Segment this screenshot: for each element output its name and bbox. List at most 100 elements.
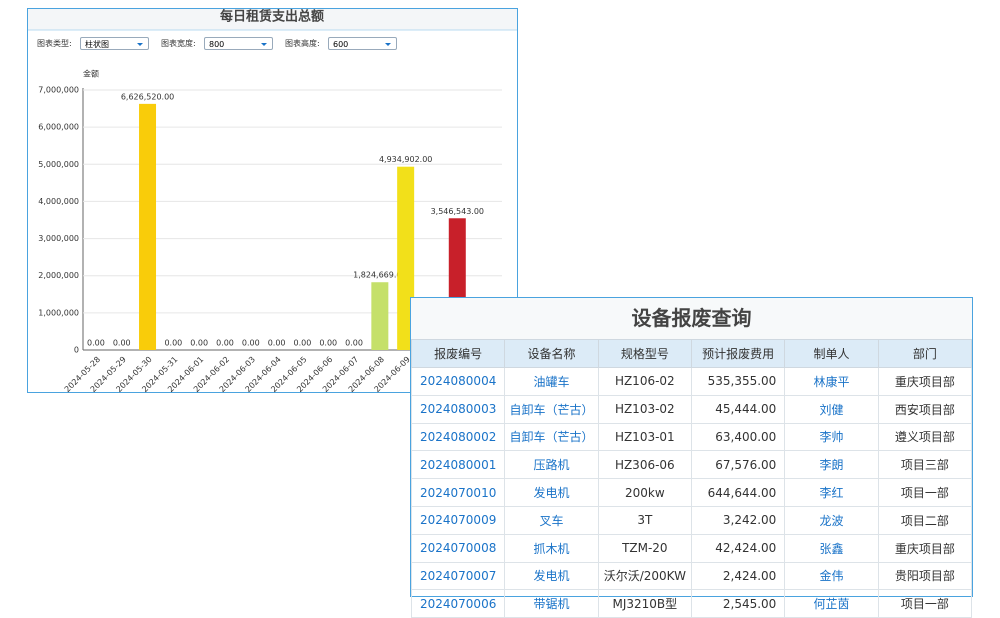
y-tick-label: 4,000,000: [38, 197, 79, 206]
control-label: 图表宽度:: [161, 39, 196, 48]
table-cell[interactable]: 何芷茵: [784, 589, 879, 618]
table-cell: 45,444.00: [690, 394, 786, 424]
select[interactable]: 柱状图: [80, 37, 149, 50]
table-cell: 67,576.00: [690, 450, 786, 480]
table-cell: 3,242.00: [690, 505, 786, 535]
table-cell: 63,400.00: [690, 422, 786, 452]
table-cell: 2,545.00: [690, 589, 786, 618]
data-label: 0.00: [294, 339, 312, 348]
table-row: 2024080004 油罐车 HZ106-02 535,355.00 林康平 重庆项目部: [410, 367, 973, 396]
select[interactable]: 600: [328, 37, 397, 50]
table-cell[interactable]: 油罐车: [504, 367, 599, 396]
table-cell[interactable]: 龙波: [784, 505, 879, 535]
data-label: 0.00: [268, 339, 286, 348]
y-tick-label: 7,000,000: [38, 86, 79, 95]
table-cell: 贵阳项目部: [877, 561, 973, 591]
table-cell: 项目三部: [877, 450, 973, 480]
select[interactable]: 800: [204, 37, 273, 50]
table-cell: 2,424.00: [690, 561, 786, 591]
table-cell[interactable]: 抓木机: [504, 533, 599, 563]
bar: [397, 166, 415, 350]
data-label: 6,626,520.00: [121, 92, 174, 101]
table-cell[interactable]: 李红: [784, 478, 879, 507]
table-cell: MJ3210B型: [597, 589, 692, 618]
table-cell[interactable]: 发电机: [504, 478, 599, 507]
data-label: 0.00: [190, 339, 208, 348]
table-cell: 西安项目部: [877, 394, 973, 424]
data-label: 0.00: [164, 339, 182, 348]
table-cell: 200kw: [597, 478, 692, 507]
panel-header: [28, 9, 517, 30]
y-tick-label: 5,000,000: [38, 160, 79, 169]
bar: [371, 282, 389, 350]
column-header: 设备名称: [504, 339, 599, 368]
table-cell[interactable]: 林康平: [784, 367, 879, 396]
page: 每日租赁支出总额 金额 0 1,000,000 2,000,000 3,000,000…: [27, 8, 973, 618]
table-cell[interactable]: 刘健: [784, 394, 879, 424]
table-title: 设备报废查询: [411, 298, 972, 339]
y-tick-label: 3,000,000: [38, 234, 79, 243]
table-cell[interactable]: 带锯机: [504, 589, 599, 618]
table-row: 2024070009 叉车 3T 3,242.00 龙波 项目二部: [410, 505, 973, 535]
table-cell: TZM-20: [597, 533, 692, 563]
table-cell: 项目二部: [877, 505, 973, 535]
table-cell[interactable]: 自卸车（芒古）: [504, 422, 599, 452]
data-label: 0.00: [345, 339, 363, 348]
table-cell[interactable]: 2024080001: [410, 450, 506, 480]
table-row: 2024080002 自卸车（芒古） HZ103-01 63,400.00 李帅 遵义项目…: [410, 422, 973, 452]
table-row: 2024070008 抓木机 TZM-20 42,424.00 张鑫 重庆项目部: [410, 533, 973, 563]
table-row: 2024070006 带锯机 MJ3210B型 2,545.00 何芷茵 项目一部: [410, 589, 973, 618]
control-label: 图表高度:: [285, 39, 320, 48]
table-cell[interactable]: 金伟: [784, 561, 879, 591]
column-header: 预计报废费用: [690, 339, 786, 368]
y-tick-label: 0: [74, 346, 79, 355]
table-cell: 535,355.00: [690, 367, 786, 396]
table-cell: 项目一部: [877, 589, 973, 618]
table-cell: 项目一部: [877, 478, 973, 507]
table-cell[interactable]: 叉车: [504, 505, 599, 535]
data-label: 0.00: [319, 339, 337, 348]
data-label: 3,546,543.00: [431, 207, 484, 216]
table-cell[interactable]: 2024070010: [410, 478, 506, 507]
table-row: 2024070007 发电机 沃尔沃/200KW 2,424.00 金伟 贵阳项目部: [410, 561, 973, 591]
y-tick-label: 2,000,000: [38, 271, 79, 280]
table-cell: 重庆项目部: [877, 533, 973, 563]
table-cell[interactable]: 李朗: [784, 450, 879, 480]
table-cell[interactable]: 压路机: [504, 450, 599, 480]
table-cell[interactable]: 2024070006: [410, 589, 506, 618]
table-row: 2024080003 自卸车（芒古） HZ103-02 45,444.00 刘健 西安项目…: [410, 394, 973, 424]
table-cell: 644,644.00: [690, 478, 786, 507]
y-tick-label: 6,000,000: [38, 123, 79, 132]
table-row: 2024070010 发电机 200kw 644,644.00 李红 项目一部: [410, 478, 973, 507]
table-panel: 设备报废查询 报废编号 设备名称 规格型号 预计报废费用 制单人 部门 2024080004…: [410, 297, 973, 618]
bar: [139, 103, 157, 350]
column-header: 制单人: [784, 339, 879, 368]
table-cell[interactable]: 2024080002: [410, 422, 506, 452]
data-label: 0.00: [216, 339, 234, 348]
column-header: 报废编号: [410, 339, 506, 368]
table-cell[interactable]: 张鑫: [784, 533, 879, 563]
table-cell[interactable]: 2024070008: [410, 533, 506, 563]
table-cell[interactable]: 自卸车（芒古）: [504, 394, 599, 424]
data-label: 1,824,669.00: [353, 271, 406, 280]
table-cell: HZ103-02: [597, 394, 692, 424]
table-cell[interactable]: 2024070009: [410, 505, 506, 535]
data-label: 0.00: [242, 339, 260, 348]
table-cell: 沃尔沃/200KW: [597, 561, 692, 591]
data-label: 0.00: [87, 339, 105, 348]
column-header: 规格型号: [597, 339, 692, 368]
table-cell[interactable]: 2024080003: [410, 394, 506, 424]
table-cell: 42,424.00: [690, 533, 786, 563]
table-cell: 遵义项目部: [877, 422, 973, 452]
table-cell: HZ103-01: [597, 422, 692, 452]
header-row: 报废编号 设备名称 规格型号 预计报废费用 制单人 部门: [410, 339, 973, 368]
table-cell: 3T: [597, 505, 692, 535]
table: 报废编号 设备名称 规格型号 预计报废费用 制单人 部门 2024080004 油罐车 HZ10…: [410, 339, 973, 618]
y-tick-label: 1,000,000: [38, 308, 79, 317]
y-axis-label: 金额: [83, 69, 99, 79]
table-cell: HZ306-06: [597, 450, 692, 480]
table-cell[interactable]: 李帅: [784, 422, 879, 452]
table-cell[interactable]: 2024080004: [410, 367, 506, 396]
table-cell[interactable]: 2024070007: [410, 561, 506, 591]
table-cell[interactable]: 发电机: [504, 561, 599, 591]
